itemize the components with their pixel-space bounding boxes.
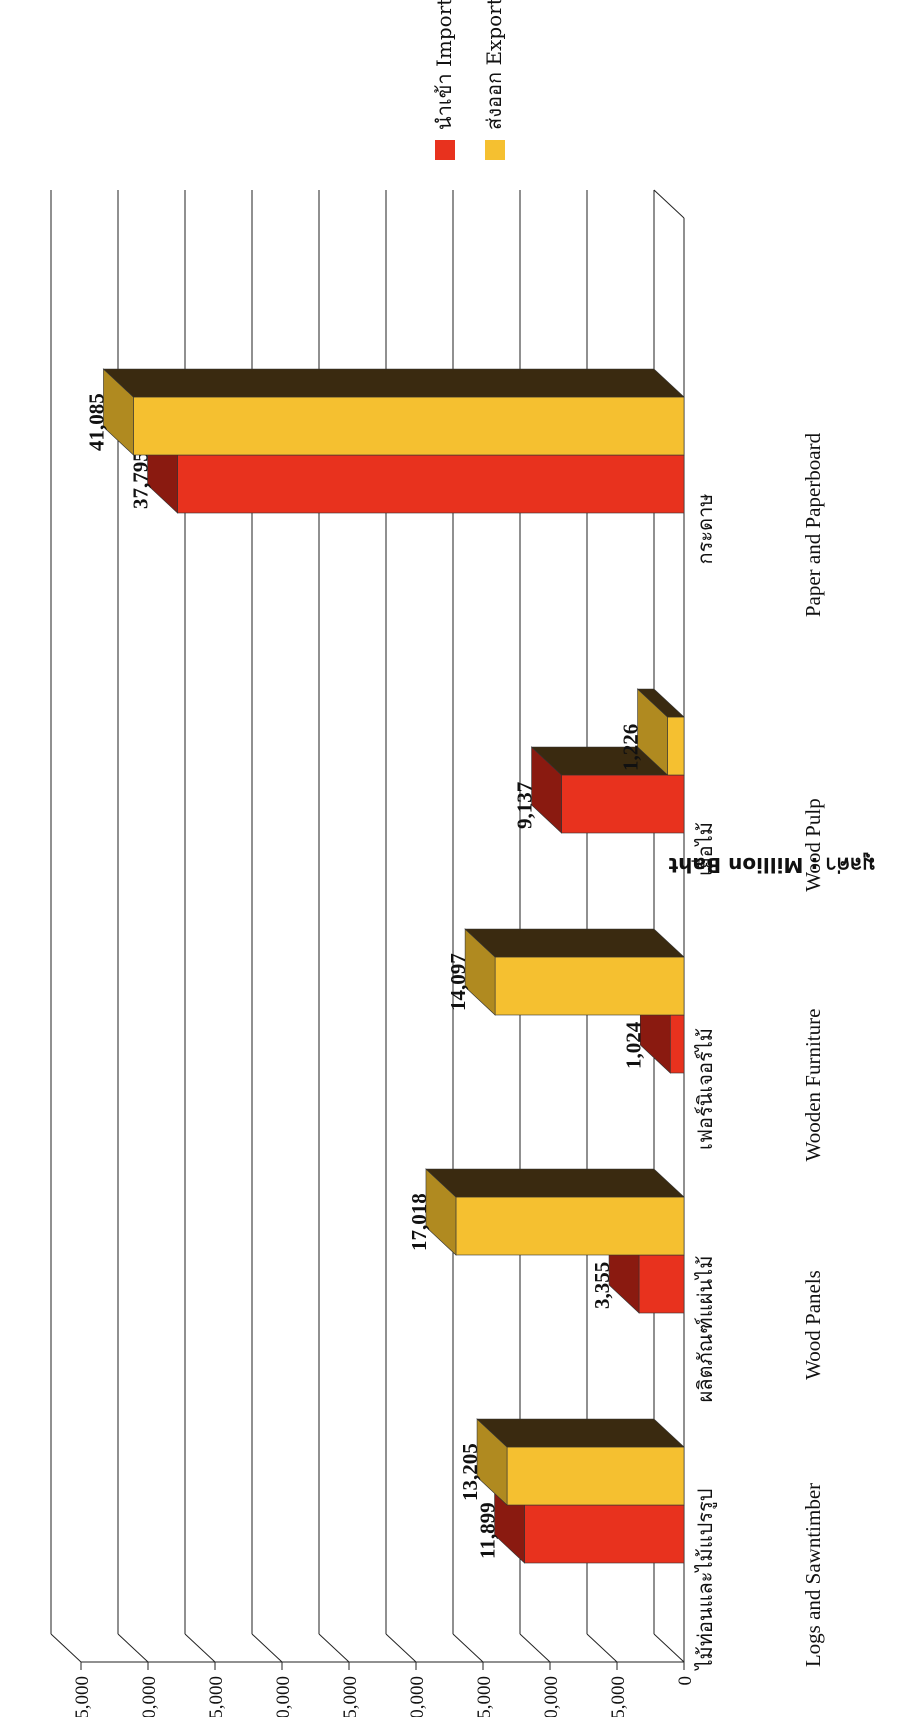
tick-label: 40,000 (139, 1676, 160, 1717)
data-label: 17,018 (407, 1193, 431, 1251)
tick-label: 45,000 (72, 1676, 93, 1717)
bar-export: 14,097 (446, 928, 685, 1016)
value-ticks: 0 5,000 10,000 15,000 20,000 25,000 30,000 35,0… (72, 1662, 696, 1717)
data-label: 41,085 (84, 393, 108, 451)
gridline-depth (452, 1633, 484, 1663)
bar-side (425, 1168, 685, 1198)
floor-edge (653, 189, 685, 219)
category-label-th: ไม้ท่อนและไม้แปรรูป (693, 1488, 718, 1671)
category-label-th: เฟอร์นิเจอร์ไม้ (693, 1028, 717, 1150)
bar-front (561, 774, 685, 834)
gridline-depth (50, 1633, 82, 1663)
tick-label: 15,000 (474, 1676, 495, 1717)
category-label-en: Paper and Paperboard (801, 432, 825, 617)
tick-label: 10,000 (541, 1676, 562, 1717)
bar-front (524, 1504, 685, 1564)
category-label-th: กระดาษ (693, 494, 717, 565)
tick-label: 20,000 (407, 1676, 428, 1717)
data-label: 14,097 (446, 953, 470, 1011)
value-axis-title: มูลค่า : Million Baht (668, 851, 875, 877)
data-label: 9,137 (513, 782, 537, 829)
data-label: 13,205 (458, 1443, 482, 1501)
tick-label: 35,000 (206, 1676, 227, 1717)
category-label-en: Wooden Furniture (801, 1009, 825, 1162)
legend-swatch (435, 140, 455, 160)
tick-label: 0 (675, 1676, 696, 1686)
data-label: 37,795 (129, 451, 153, 509)
bar-export: 41,085 (84, 368, 685, 456)
bar-front (494, 956, 685, 1016)
data-label: 3,355 (590, 1262, 614, 1309)
gridline-depth (117, 1633, 149, 1663)
bar-export: 17,018 (407, 1168, 685, 1256)
category-label-th: เยื่อไม้ (691, 822, 717, 876)
bar-side (464, 928, 685, 958)
tick-label: 25,000 (340, 1676, 361, 1717)
gridline-depth (318, 1633, 350, 1663)
category-label-th: ผลิตภัณฑ์แผ่นไม้ (693, 1256, 717, 1403)
bar-front (638, 1254, 685, 1314)
category-label-en: Wood Panels (801, 1270, 825, 1380)
bar-export: 13,205 (458, 1418, 685, 1506)
bar-export: 1,226 (619, 688, 685, 776)
legend-label: นำเข้า Import (432, 0, 456, 130)
bar-front (669, 1014, 685, 1074)
data-label: 1,226 (619, 724, 643, 771)
bar-front (177, 454, 685, 514)
gridline-depth (251, 1633, 283, 1663)
tick-label: 30,000 (273, 1676, 294, 1717)
bar-import: 9,137 (513, 746, 685, 834)
legend-swatch (485, 140, 505, 160)
category-label-en: Wood Pulp (801, 798, 825, 891)
bar-front (455, 1196, 685, 1256)
legend-label: ส่งออก Export (482, 0, 506, 130)
bar-front (133, 396, 685, 456)
bar-side (636, 688, 685, 718)
data-label: 11,899 (476, 1502, 500, 1559)
legend: นำเข้า Import ส่งออก Export (432, 0, 506, 160)
gridline-depth (653, 1633, 685, 1663)
category-label-en: Logs and Sawntimber (801, 1483, 825, 1667)
tick-label: 5,000 (608, 1676, 629, 1717)
gridline-depth (385, 1633, 417, 1663)
gridline-depth (184, 1633, 216, 1663)
bar-side (102, 368, 685, 398)
bar-side (476, 1418, 685, 1448)
bar-front (667, 716, 685, 776)
gridline-depth (586, 1633, 618, 1663)
data-label: 1,024 (621, 1021, 645, 1069)
bar-front (506, 1446, 685, 1506)
gridline-depth (519, 1633, 551, 1663)
